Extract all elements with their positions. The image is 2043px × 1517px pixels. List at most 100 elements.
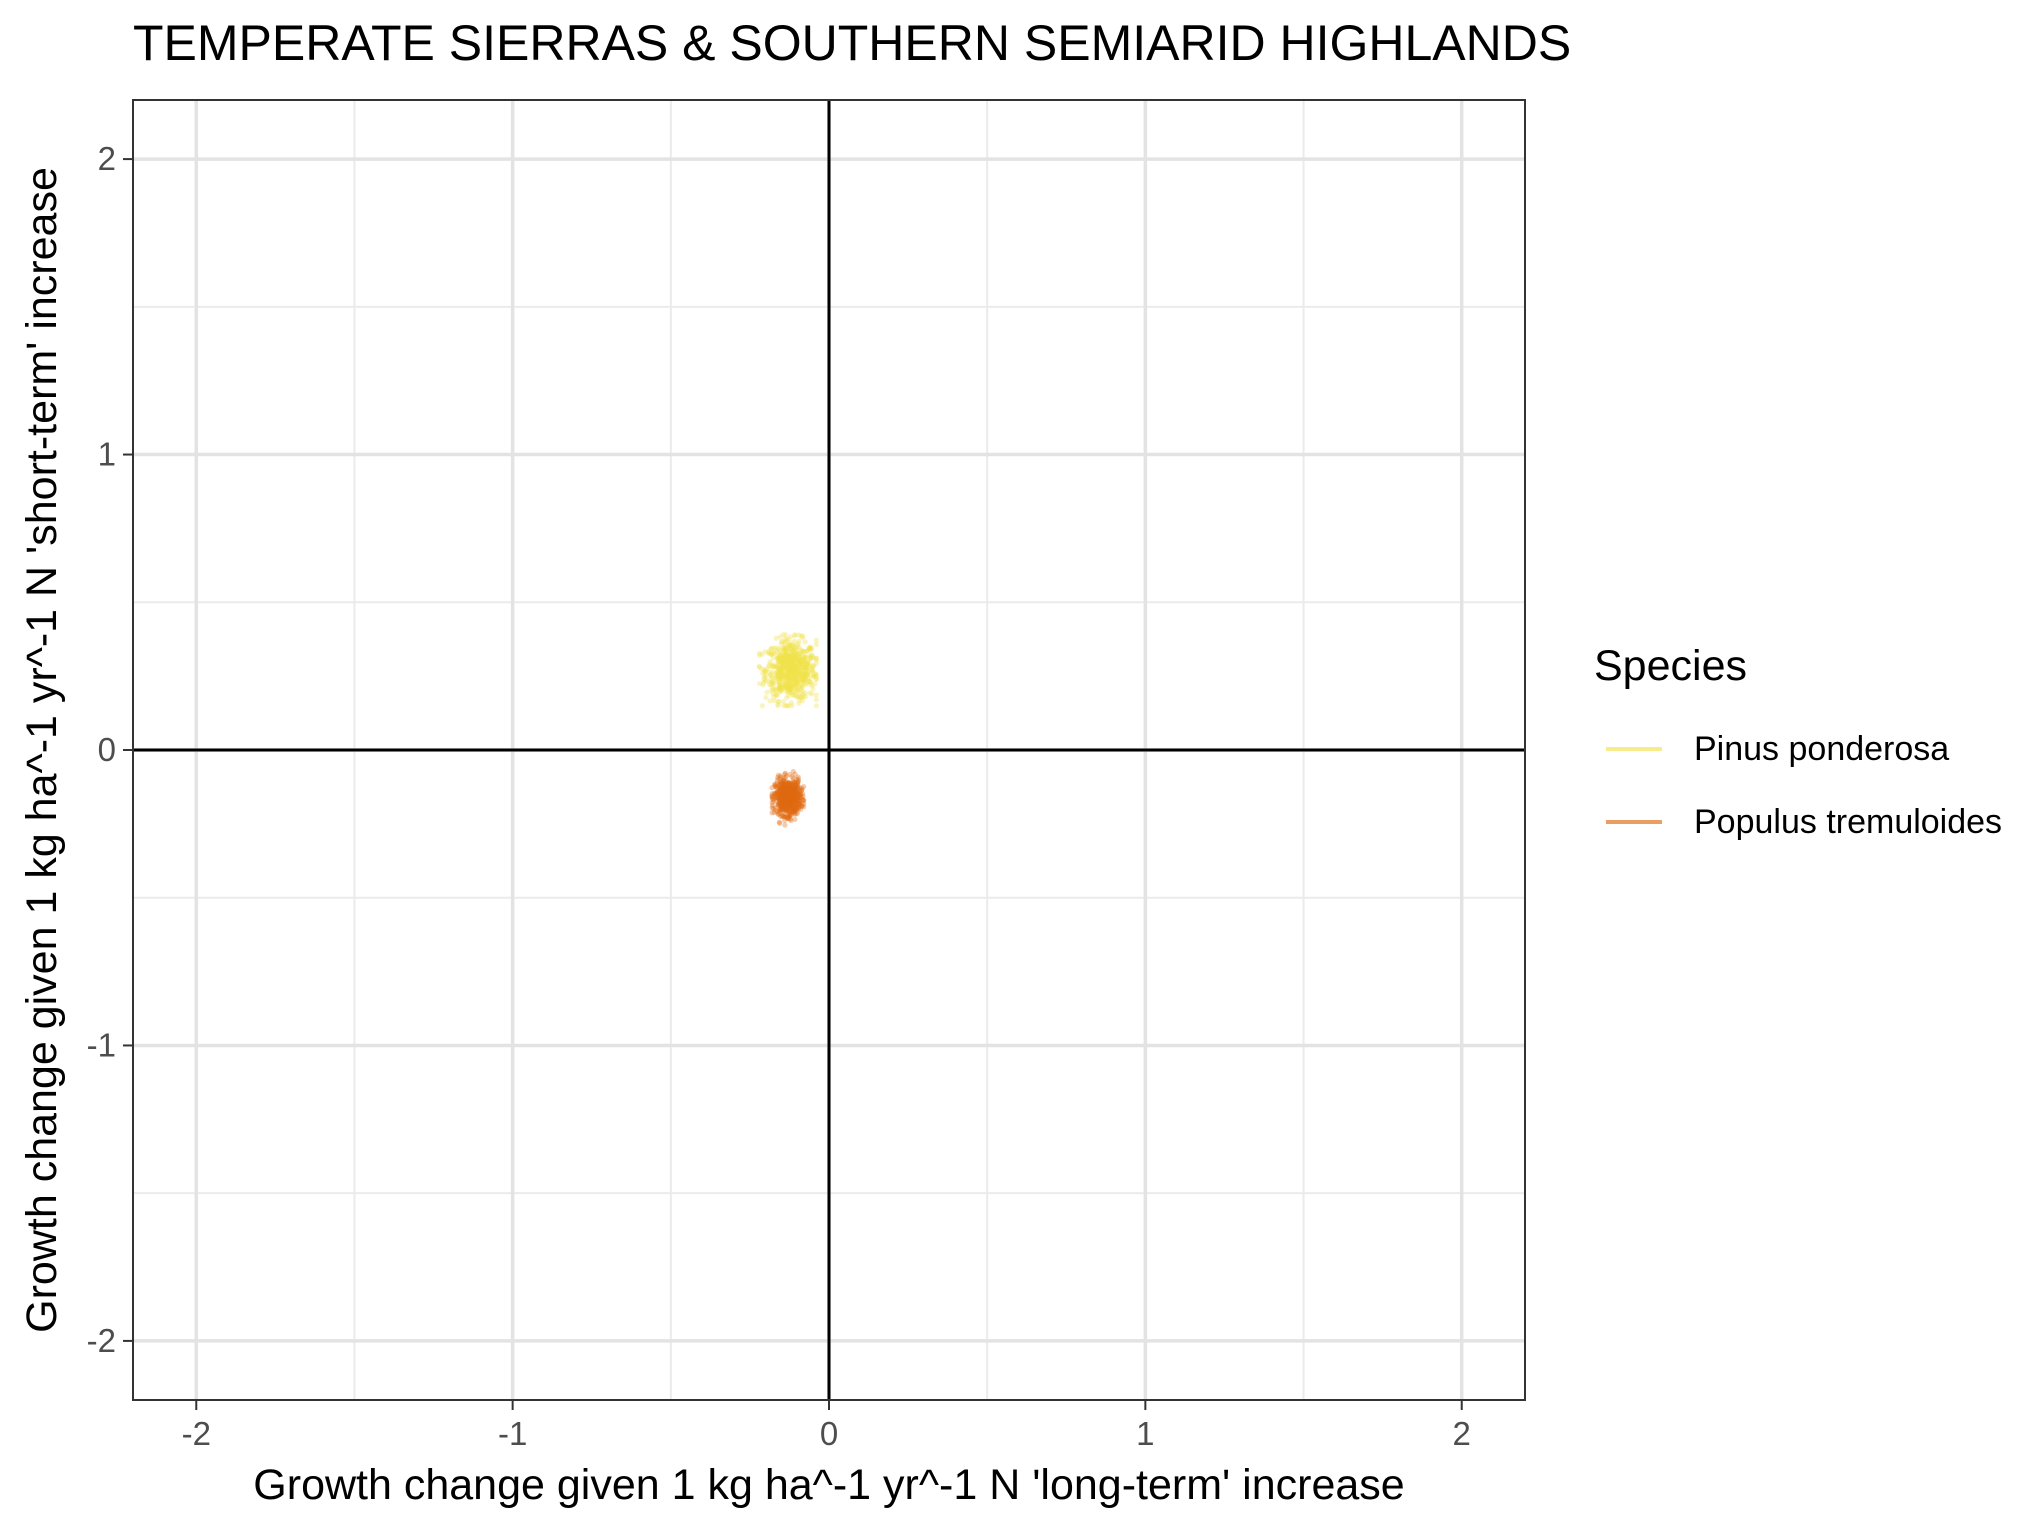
data-point — [793, 792, 799, 799]
data-point — [813, 641, 819, 648]
data-point — [790, 790, 796, 796]
data-point — [791, 648, 797, 654]
data-point — [791, 668, 798, 674]
data-point — [783, 779, 789, 786]
data-point — [773, 675, 779, 681]
data-point — [793, 803, 799, 809]
data-point — [778, 789, 784, 795]
data-point — [787, 791, 793, 797]
data-point — [788, 783, 794, 789]
data-point — [773, 663, 779, 669]
data-point — [788, 680, 794, 686]
data-point — [775, 801, 781, 807]
data-point — [780, 699, 786, 705]
data-point — [791, 805, 797, 811]
data-point — [794, 776, 800, 782]
data-point — [790, 797, 796, 803]
data-point — [782, 660, 789, 667]
data-point — [777, 688, 783, 694]
data-point — [787, 663, 793, 669]
data-point — [802, 658, 808, 665]
data-point — [788, 785, 794, 791]
data-point — [785, 789, 791, 796]
data-point — [788, 684, 794, 690]
data-point — [782, 658, 788, 665]
data-point — [790, 667, 796, 673]
data-point — [811, 672, 818, 678]
data-point — [799, 787, 805, 793]
data-point — [782, 796, 788, 802]
data-point — [775, 655, 781, 661]
data-point — [792, 677, 798, 683]
data-point — [789, 654, 795, 660]
data-point — [794, 667, 800, 673]
data-point — [788, 689, 794, 696]
data-point — [784, 673, 791, 679]
data-point — [778, 795, 785, 802]
data-point — [776, 698, 782, 705]
data-point — [771, 806, 777, 812]
data-point — [794, 666, 800, 672]
data-point — [790, 808, 796, 815]
data-point — [791, 794, 797, 800]
data-point — [788, 660, 795, 666]
data-point — [789, 692, 795, 698]
data-point — [782, 788, 788, 794]
data-point — [781, 801, 787, 807]
data-point — [788, 792, 795, 798]
data-point — [784, 784, 790, 791]
data-point — [783, 788, 789, 794]
data-point — [782, 632, 789, 638]
data-point — [807, 656, 813, 662]
data-point — [781, 797, 788, 803]
data-point — [787, 796, 794, 803]
data-point — [783, 791, 789, 797]
data-point — [780, 658, 787, 664]
data-point — [781, 656, 787, 662]
data-point — [779, 785, 785, 791]
data-point — [785, 683, 791, 689]
data-point — [780, 659, 786, 665]
data-point — [776, 685, 783, 691]
data-point — [803, 653, 809, 660]
data-point — [792, 674, 798, 680]
data-point — [760, 682, 766, 688]
data-point — [807, 679, 814, 685]
data-point — [785, 653, 791, 659]
data-point — [782, 654, 789, 660]
data-point — [784, 800, 790, 807]
data-point — [813, 657, 819, 663]
data-point — [794, 667, 800, 674]
data-point — [782, 652, 789, 658]
data-point — [778, 668, 784, 674]
data-point — [759, 666, 765, 672]
data-point — [783, 801, 790, 807]
data-point — [779, 780, 785, 786]
data-point — [788, 791, 794, 797]
data-point — [785, 782, 791, 788]
data-point — [803, 648, 809, 654]
data-point — [792, 676, 798, 682]
data-point — [792, 804, 798, 810]
data-point — [792, 785, 799, 791]
data-point — [789, 793, 795, 799]
data-point — [791, 784, 797, 791]
data-point — [786, 791, 793, 797]
data-point — [780, 799, 787, 805]
data-point — [780, 779, 786, 785]
data-point — [800, 665, 806, 672]
data-point — [790, 808, 796, 814]
data-point — [778, 785, 784, 791]
data-point — [788, 781, 794, 787]
data-point — [780, 658, 786, 664]
data-point — [782, 684, 789, 690]
data-point — [791, 653, 797, 660]
data-point — [780, 795, 786, 801]
data-point — [788, 660, 794, 667]
data-point — [789, 660, 795, 666]
data-point — [782, 660, 788, 666]
data-point — [791, 789, 797, 796]
data-point — [799, 681, 805, 687]
data-point — [777, 667, 783, 673]
data-point — [781, 777, 787, 784]
